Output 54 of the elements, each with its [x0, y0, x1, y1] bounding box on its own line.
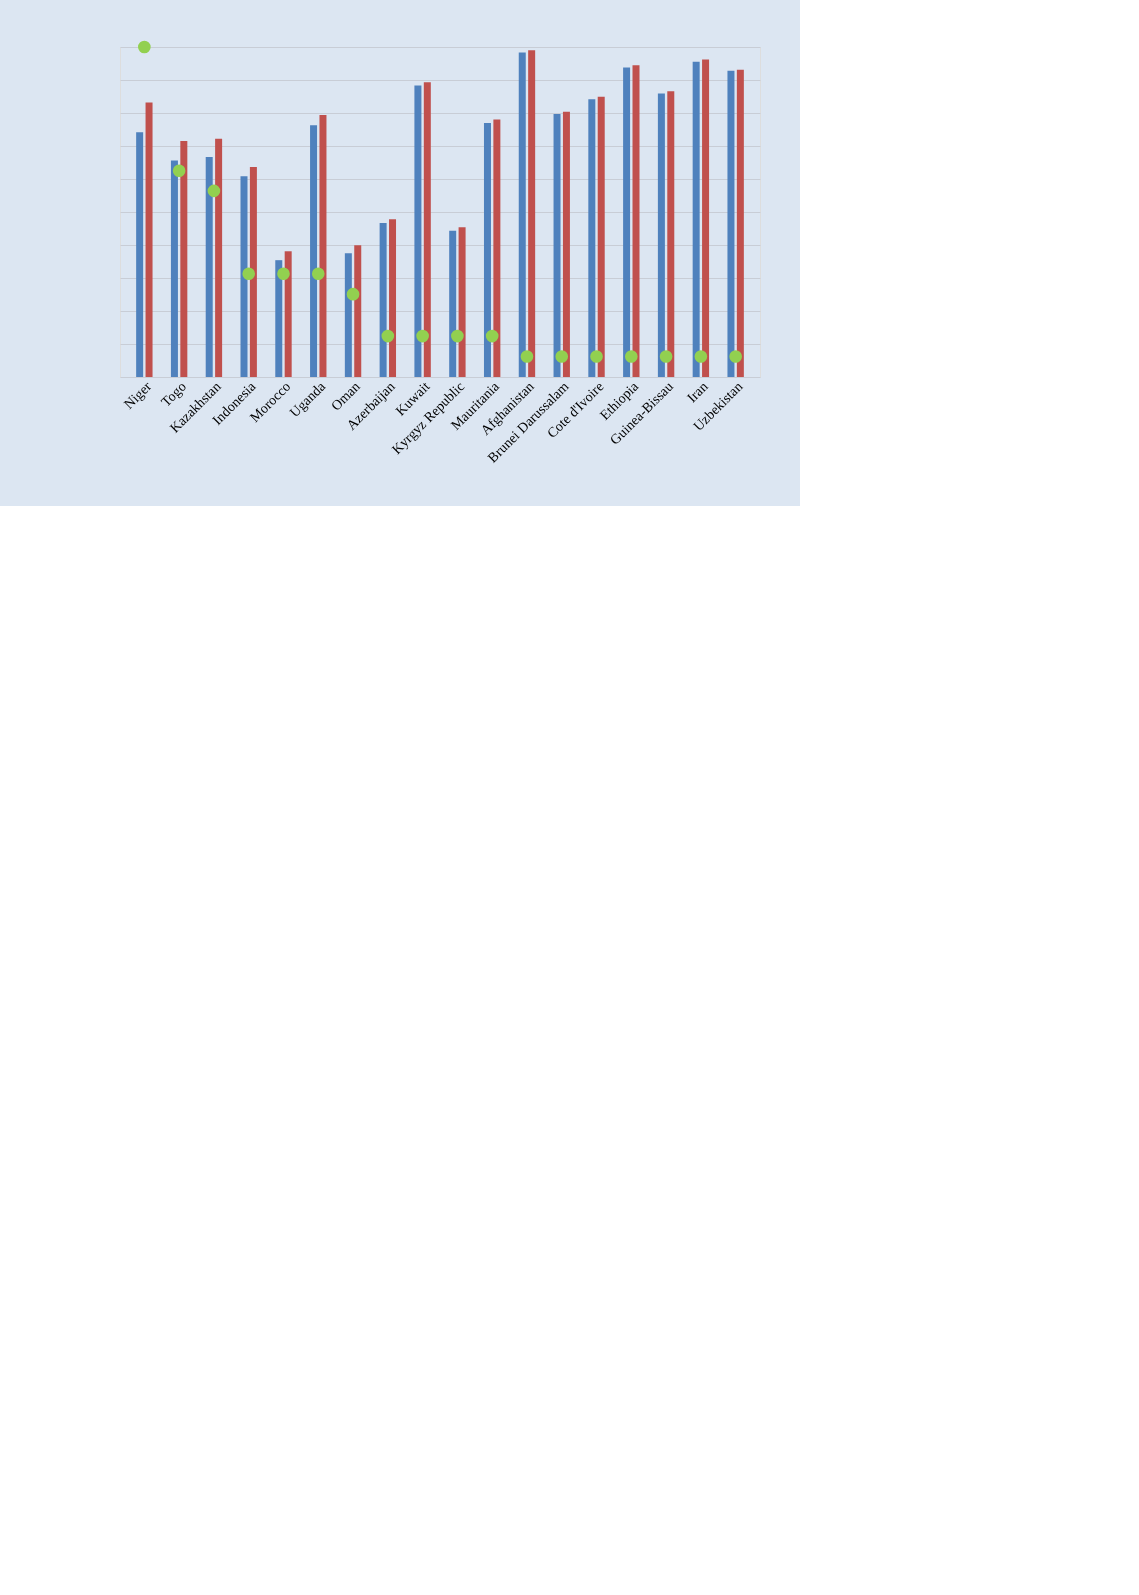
bar	[170, 160, 178, 377]
bar	[136, 132, 144, 377]
bar	[623, 67, 631, 377]
point	[346, 287, 360, 301]
bar	[562, 111, 570, 377]
bar	[354, 245, 362, 377]
bar	[249, 167, 257, 377]
bar	[483, 122, 491, 377]
bar	[449, 230, 457, 377]
bar	[727, 70, 735, 377]
bar	[692, 61, 700, 377]
bar	[588, 99, 596, 377]
bar	[145, 102, 153, 377]
bar	[319, 114, 327, 377]
bar	[518, 52, 526, 377]
point	[694, 350, 708, 363]
bar	[284, 251, 292, 377]
bar	[597, 96, 605, 377]
point	[416, 329, 429, 343]
point	[172, 164, 186, 178]
bar	[528, 50, 536, 377]
bar	[553, 113, 561, 377]
bar	[205, 156, 213, 377]
point	[381, 329, 395, 343]
bar	[379, 222, 387, 377]
point	[590, 350, 603, 363]
bar	[344, 253, 352, 377]
point	[659, 350, 673, 363]
bar	[632, 65, 640, 377]
point	[520, 350, 534, 363]
point	[729, 350, 742, 363]
point	[555, 350, 569, 363]
bar	[215, 138, 223, 377]
bar	[275, 260, 283, 377]
point	[207, 184, 221, 198]
point	[485, 329, 499, 343]
point	[311, 267, 325, 281]
bar	[493, 119, 501, 377]
point	[277, 267, 290, 281]
bar	[702, 59, 710, 377]
point	[138, 40, 151, 54]
point	[451, 329, 464, 343]
bar	[389, 219, 397, 377]
bar	[423, 82, 431, 377]
point	[242, 267, 256, 281]
bar	[414, 85, 422, 377]
bar	[736, 69, 744, 377]
bar	[657, 93, 665, 377]
bar	[180, 141, 188, 377]
point	[624, 350, 638, 363]
bar	[310, 125, 318, 377]
bar	[240, 176, 248, 377]
bar	[667, 91, 675, 377]
bar	[458, 227, 466, 377]
